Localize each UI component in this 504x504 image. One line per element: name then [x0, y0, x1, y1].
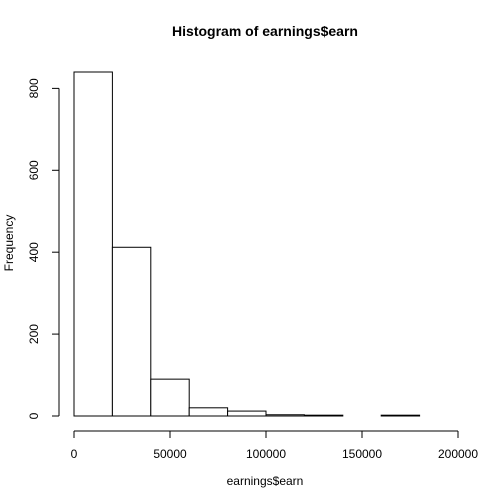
x-tick-label-4: 200000 [438, 447, 478, 461]
x-axis-label: earnings$earn [227, 474, 304, 488]
histogram-bar-6 [303, 414, 344, 417]
histogram-bar-8 [380, 414, 421, 417]
y-tick-label-1: 200 [27, 324, 41, 344]
y-tick-label-3: 600 [27, 160, 41, 180]
chart-title: Histogram of earnings$earn [172, 23, 358, 39]
y-tick-label-4: 800 [27, 78, 41, 98]
histogram-bar-5 [265, 414, 305, 417]
y-axis-label: Frequency [2, 215, 16, 272]
x-tick-label-2: 100000 [246, 447, 286, 461]
histogram-bar-3 [188, 407, 229, 417]
histogram-bar-0 [73, 71, 113, 417]
y-tick-label-0: 0 [27, 412, 41, 419]
histogram-bar-4 [227, 410, 267, 417]
x-tick-label-3: 150000 [342, 447, 382, 461]
x-tick-label-0: 0 [71, 447, 78, 461]
x-tick-label-1: 50000 [153, 447, 187, 461]
histogram-bar-1 [111, 246, 152, 417]
y-axis: 0 200 400 600 800 [27, 78, 60, 419]
bars-group [73, 71, 421, 417]
y-tick-label-2: 400 [27, 242, 41, 262]
x-axis: 0 50000 100000 150000 200000 [71, 430, 478, 461]
histogram-bar-2 [150, 378, 190, 417]
